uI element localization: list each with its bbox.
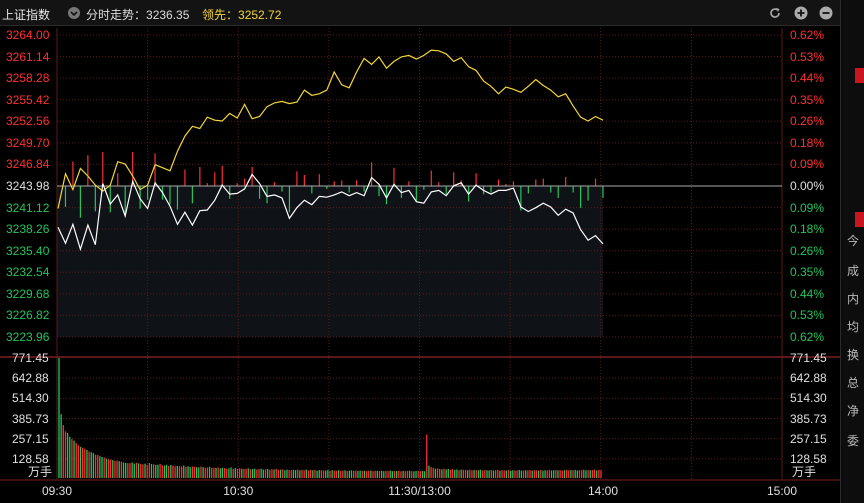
- pct-label-right: 0.26%: [790, 114, 825, 129]
- volume-label-left: 128.58: [12, 451, 49, 466]
- zoom-out-icon[interactable]: [819, 6, 833, 20]
- volume-label-left: 385.73: [12, 411, 49, 426]
- index-line: [57, 173, 604, 252]
- panel-red-marker: [855, 212, 864, 227]
- price-label-left: 3261.14: [6, 49, 50, 64]
- price-label-left: 3226.82: [6, 308, 50, 323]
- pct-label-right: 0.18%: [790, 222, 825, 237]
- price-label-left: 3232.54: [6, 265, 50, 280]
- pct-label-right: 0.09%: [790, 157, 825, 172]
- time-label: 09:30: [41, 484, 73, 498]
- panel-row-label: 今: [847, 234, 860, 248]
- panel-row-label: 总: [847, 376, 860, 390]
- price-label-left: 3235.40: [6, 243, 50, 258]
- price-label-left: 3249.70: [6, 135, 50, 150]
- pct-label-right: 0.62%: [790, 330, 825, 344]
- volume-unit-right: 万手: [792, 465, 817, 479]
- volume-label-right: 128.58: [790, 451, 827, 466]
- volume-label-left: 642.88: [12, 371, 49, 386]
- time-label: 10:30: [223, 484, 254, 498]
- price-label-left: 3258.28: [6, 71, 50, 86]
- volume-label-left: 514.30: [12, 391, 49, 406]
- volume-label-left: 771.45: [12, 351, 49, 365]
- panel-row-label: 净: [847, 404, 860, 418]
- panel-row-label: 成: [847, 264, 860, 278]
- trend-label: 分时走势：3236.35: [86, 6, 189, 23]
- volume-unit-left: 万手: [28, 465, 53, 479]
- volume-label-right: 257.15: [790, 431, 827, 446]
- pct-label-right: 0.09%: [790, 200, 825, 215]
- lead-value: 3252.72: [238, 8, 282, 22]
- price-label-left: 3241.12: [6, 200, 50, 215]
- lead-prefix: 领先：: [202, 8, 239, 22]
- pct-label-right: 0.62%: [790, 28, 825, 42]
- pct-label-right: 0.44%: [790, 71, 825, 86]
- panel-red-marker: [855, 68, 864, 83]
- lead-label: 领先：3252.72: [202, 6, 281, 23]
- price-label-left: 3243.98: [6, 179, 50, 193]
- price-label-left: 3255.42: [6, 92, 50, 107]
- panel-row-label: 内: [847, 292, 860, 306]
- trend-prefix: 分时走势：: [86, 8, 147, 22]
- pct-label-right: 0.35%: [790, 92, 825, 107]
- price-label-left: 3246.84: [6, 157, 50, 172]
- price-label-left: 3264.00: [6, 28, 50, 42]
- volume-label-right: 642.88: [790, 371, 827, 386]
- pct-label-right: 0.18%: [790, 135, 825, 150]
- time-label: 15:00: [766, 484, 798, 498]
- chart-header: 上证指数 分时走势：3236.35 领先：3252.72: [0, 0, 840, 26]
- index-name[interactable]: 上证指数: [2, 8, 51, 22]
- chevron-down-icon[interactable]: [67, 6, 81, 20]
- pct-label-right: 0.26%: [790, 243, 825, 258]
- intraday-chart[interactable]: [0, 0, 840, 503]
- right-info-panel: 今成内均换总净委: [840, 0, 864, 503]
- lead-line: [57, 49, 604, 209]
- panel-row-label: 委: [847, 434, 860, 448]
- panel-row-label: 换: [847, 348, 860, 362]
- pct-label-right: 0.53%: [790, 49, 825, 64]
- volume-label-right: 514.30: [790, 391, 827, 406]
- pct-label-right: 0.44%: [790, 286, 825, 301]
- volume-label-right: 771.45: [790, 351, 827, 365]
- refresh-icon[interactable]: [768, 6, 782, 20]
- pct-label-right: 0.53%: [790, 308, 825, 323]
- time-label: 11:30/13:00: [388, 484, 451, 498]
- volume-label-left: 257.15: [12, 431, 49, 446]
- time-label: 14:00: [587, 484, 619, 498]
- price-label-left: 3223.96: [6, 330, 50, 344]
- pct-label-right: 0.00%: [790, 179, 825, 193]
- pct-label-right: 0.35%: [790, 265, 825, 280]
- price-label-left: 3229.68: [6, 286, 50, 301]
- volume-label-right: 385.73: [790, 411, 827, 426]
- price-label-left: 3252.56: [6, 114, 50, 129]
- zoom-in-icon[interactable]: [794, 6, 808, 20]
- trend-value: 3236.35: [146, 8, 190, 22]
- panel-row-label: 均: [847, 320, 860, 334]
- price-label-left: 3238.26: [6, 222, 50, 237]
